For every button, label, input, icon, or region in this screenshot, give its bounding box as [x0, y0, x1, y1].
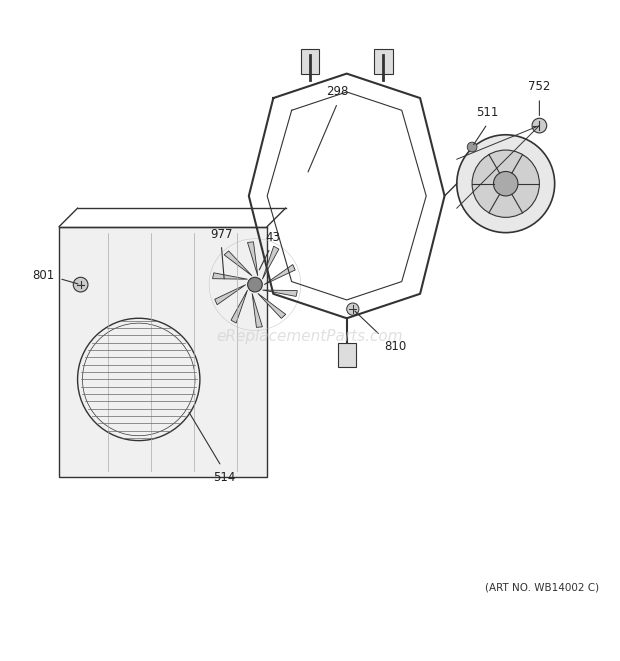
- Text: eReplacementParts.com: eReplacementParts.com: [216, 329, 404, 344]
- Polygon shape: [262, 246, 279, 279]
- Polygon shape: [215, 285, 246, 305]
- Polygon shape: [258, 293, 286, 319]
- Text: 810: 810: [384, 340, 407, 353]
- Circle shape: [467, 142, 477, 152]
- Circle shape: [532, 118, 547, 133]
- Text: 801: 801: [32, 269, 55, 282]
- Text: 977: 977: [210, 227, 232, 241]
- Text: 298: 298: [326, 85, 348, 98]
- Circle shape: [347, 303, 359, 315]
- Polygon shape: [264, 264, 295, 285]
- Polygon shape: [262, 290, 298, 296]
- Bar: [301, 49, 319, 73]
- Text: 514: 514: [213, 471, 236, 485]
- Bar: [374, 49, 392, 73]
- Text: (ART NO. WB14002 C): (ART NO. WB14002 C): [485, 582, 600, 592]
- Bar: [337, 343, 356, 368]
- Text: 752: 752: [528, 80, 551, 93]
- Polygon shape: [231, 290, 247, 323]
- Circle shape: [494, 171, 518, 196]
- Text: 43: 43: [266, 231, 281, 244]
- Text: 511: 511: [476, 106, 498, 120]
- Polygon shape: [247, 242, 258, 276]
- Polygon shape: [60, 227, 267, 477]
- Polygon shape: [224, 251, 252, 276]
- Polygon shape: [213, 273, 247, 279]
- Circle shape: [472, 150, 539, 217]
- Circle shape: [457, 135, 555, 233]
- Circle shape: [247, 277, 262, 292]
- Polygon shape: [252, 293, 262, 327]
- Circle shape: [73, 277, 88, 292]
